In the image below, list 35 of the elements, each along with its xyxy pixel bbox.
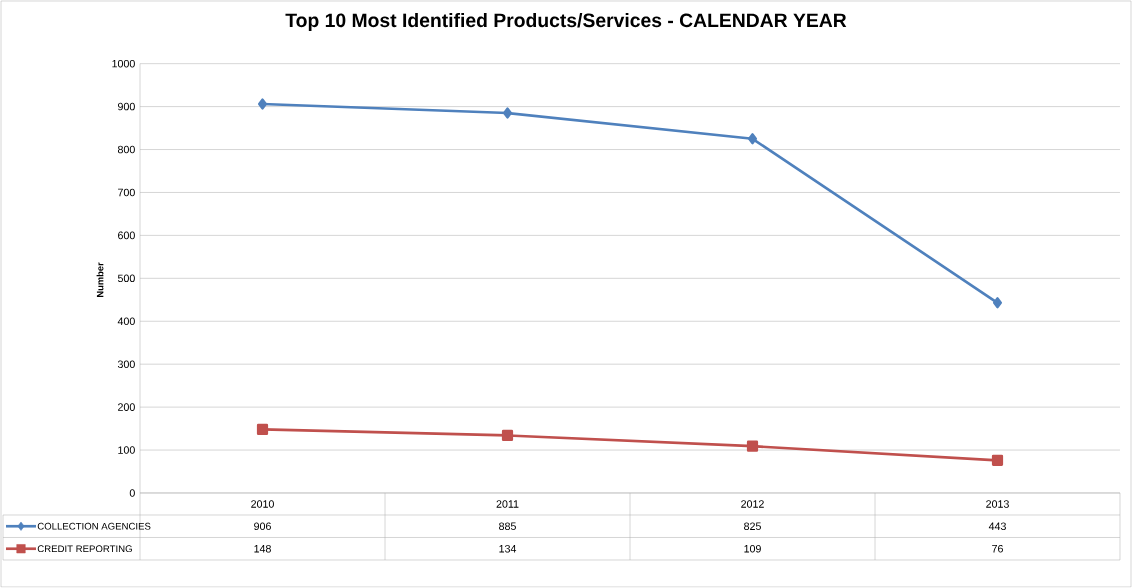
x-tick-label: 2012 bbox=[741, 500, 764, 508]
data-label: 885 bbox=[499, 522, 516, 531]
data-label: 443 bbox=[988, 522, 1006, 531]
point bbox=[747, 133, 758, 145]
y-tick-label: 600 bbox=[118, 231, 135, 240]
y-tick-label: 400 bbox=[117, 317, 135, 326]
y-axis-title: Number bbox=[96, 262, 104, 297]
data-label: 906 bbox=[254, 522, 271, 531]
point bbox=[257, 98, 268, 110]
y-tick-label: 1000 bbox=[112, 59, 135, 68]
point bbox=[502, 107, 513, 119]
point bbox=[991, 454, 1004, 466]
legend-label: COLLECTION AGENCIES bbox=[37, 522, 151, 530]
data-label: 109 bbox=[744, 544, 761, 553]
legend-label: CREDIT REPORTING bbox=[37, 545, 132, 553]
x-tick-label: 2013 bbox=[986, 500, 1009, 508]
data-label: 825 bbox=[744, 522, 761, 531]
data-label: 134 bbox=[499, 544, 517, 553]
chart-title: Top 10 Most Identified Products/Services - CALENDAR YEAR bbox=[285, 12, 847, 31]
point bbox=[746, 440, 759, 452]
y-tick-label: 200 bbox=[118, 403, 135, 411]
point bbox=[992, 297, 1003, 309]
data-label: 76 bbox=[992, 544, 1003, 553]
data-label: 148 bbox=[254, 544, 271, 553]
x-tick-label: 2011 bbox=[496, 500, 519, 508]
y-tick-label: 100 bbox=[118, 446, 135, 454]
point bbox=[501, 429, 514, 442]
y-tick-label: 900 bbox=[118, 102, 135, 111]
y-tick-label: 700 bbox=[118, 188, 135, 197]
point bbox=[256, 423, 269, 436]
y-tick-label: 300 bbox=[117, 360, 135, 368]
y-tick-label: 500 bbox=[117, 274, 135, 283]
y-tick-label: 800 bbox=[117, 145, 135, 154]
x-tick-label: 2010 bbox=[251, 500, 274, 508]
y-tick-label: 0 bbox=[129, 489, 135, 497]
